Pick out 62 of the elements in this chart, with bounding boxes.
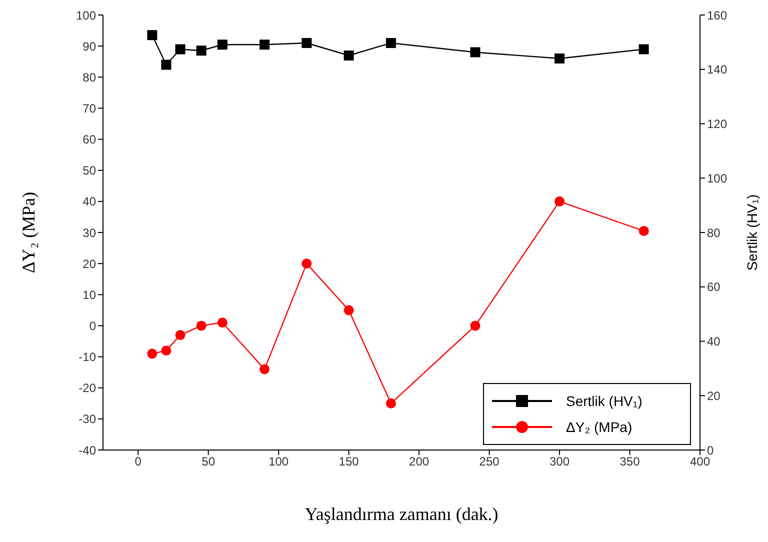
point (175, 330, 186, 340)
y-tick-label: -40 (78, 443, 96, 458)
y2-tick-label: 60 (707, 280, 721, 294)
y-tick-label: -30 (78, 412, 96, 426)
point (554, 196, 565, 206)
y2-tick-label: 140 (707, 62, 728, 77)
x-tick-label: 250 (479, 454, 500, 469)
point (196, 320, 206, 331)
y-tick-label: 50 (82, 164, 96, 178)
point (386, 38, 396, 48)
point (554, 54, 565, 64)
y-tick-label: 90 (82, 39, 96, 54)
y-tick-label: -10 (78, 350, 96, 364)
y2-tick-label: 80 (707, 226, 721, 240)
x-tick-label: 300 (550, 454, 570, 469)
y-tick-label: 40 (82, 194, 96, 209)
y-axis-title: ΔY₂ (MPa) (18, 192, 38, 274)
point (161, 346, 172, 356)
point (386, 398, 396, 408)
y-tick-label: 100 (76, 8, 96, 22)
y2-tick-label: 160 (707, 8, 728, 22)
x-tick-label: 400 (690, 454, 710, 469)
point (302, 38, 312, 48)
x-tick-label: 50 (202, 454, 216, 469)
x-tick-label: 200 (409, 454, 430, 469)
x-tick-label: 100 (268, 454, 289, 469)
x-tick-label: 0 (134, 454, 142, 469)
y2-tick-label: 100 (707, 171, 728, 186)
point (302, 258, 312, 269)
point (260, 364, 270, 374)
point (344, 305, 354, 316)
y2-tick-label: 40 (707, 334, 721, 349)
point (217, 40, 228, 50)
legend-label: ΔY₂ (MPa) (566, 419, 632, 435)
point (344, 50, 354, 61)
y-tick-label: 60 (82, 132, 96, 147)
y-tick-label: 10 (82, 288, 96, 302)
x-tick-label: 150 (338, 454, 360, 469)
point (638, 44, 649, 54)
y2-tick-label: 0 (707, 443, 714, 458)
x-tick-label: 350 (620, 454, 640, 469)
y-tick-label: -20 (78, 381, 96, 396)
point (175, 44, 186, 54)
point (147, 30, 158, 40)
point (161, 60, 172, 70)
y-tick-label: 0 (89, 318, 96, 333)
y2-axis-title: Sertlik (HV₁) (744, 194, 760, 271)
point (260, 40, 270, 50)
legend-label: Sertlik (HV₁) (566, 393, 642, 409)
point (638, 226, 649, 236)
y-tick-label: 80 (82, 70, 96, 84)
point (470, 47, 480, 58)
y-tick-label: 70 (82, 101, 96, 116)
y2-tick-label: 120 (707, 117, 728, 132)
x-axis-title: Yaşlandırma zamanı (dak.) (304, 504, 498, 524)
point (470, 320, 480, 331)
point (147, 348, 158, 359)
point (217, 318, 228, 328)
point (196, 46, 206, 56)
y2-tick-label: 20 (707, 388, 721, 403)
y-tick-label: 30 (82, 226, 96, 240)
y-tick-label: 20 (82, 256, 96, 271)
